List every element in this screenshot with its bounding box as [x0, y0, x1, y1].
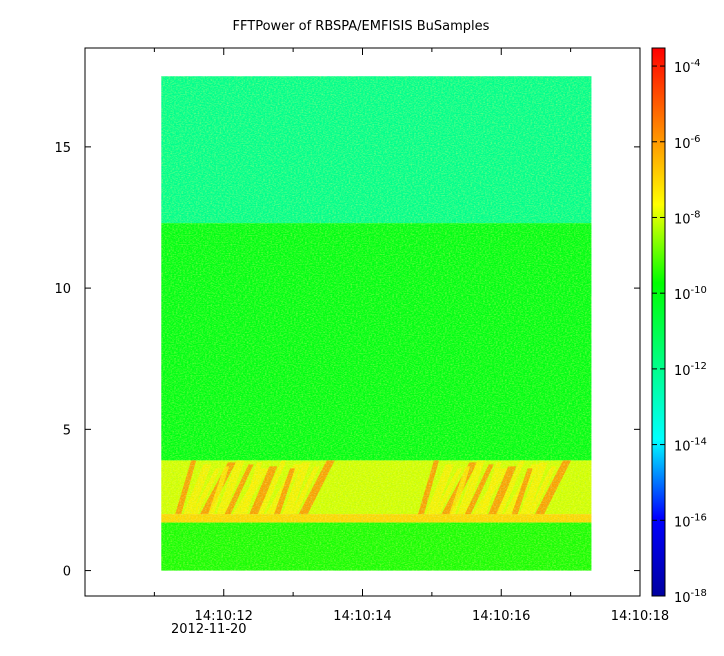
colorbar-gradient	[651, 47, 666, 597]
colorbar-tick-label: 10-18	[674, 588, 707, 606]
colorbar-tick-label: 10-16	[674, 512, 707, 530]
colorbar-tick-label: 10-6	[674, 134, 701, 152]
colorbar-tick-label: 10-12	[674, 361, 707, 379]
colorbar-tick-label: 10-4	[674, 58, 701, 76]
colorbar-tick-label: 10-8	[674, 209, 701, 227]
spectrogram-image	[161, 76, 592, 571]
y-tick-label: 5	[63, 423, 71, 438]
x-tick-label: 14:10:14	[333, 609, 391, 624]
y-tick-label: 0	[63, 565, 71, 580]
chart-title: FFTPower of RBSPA/EMFISIS BuSamples	[233, 19, 490, 34]
x-tick-label: 14:10:12	[195, 609, 253, 624]
x-tick-label: 14:10:18	[611, 609, 669, 624]
y-axis: 0 5 10 15	[54, 141, 640, 580]
colorbar-tick-label: 10-14	[674, 437, 707, 455]
y-tick-label: 10	[54, 282, 71, 297]
date-label: 2012-11-20	[171, 622, 247, 637]
colorbar-tick-label: 10-10	[674, 285, 707, 303]
x-tick-label: 14:10:16	[472, 609, 530, 624]
y-tick-label: 15	[54, 141, 71, 156]
colorbar: 10-18 10-16 10-14 10-12 10-10 10-8 10-6 10-4	[651, 47, 707, 606]
spectrogram-noise-dark	[161, 76, 592, 571]
x-axis: 14:10:12 14:10:14 14:10:16 14:10:18	[153, 48, 669, 624]
